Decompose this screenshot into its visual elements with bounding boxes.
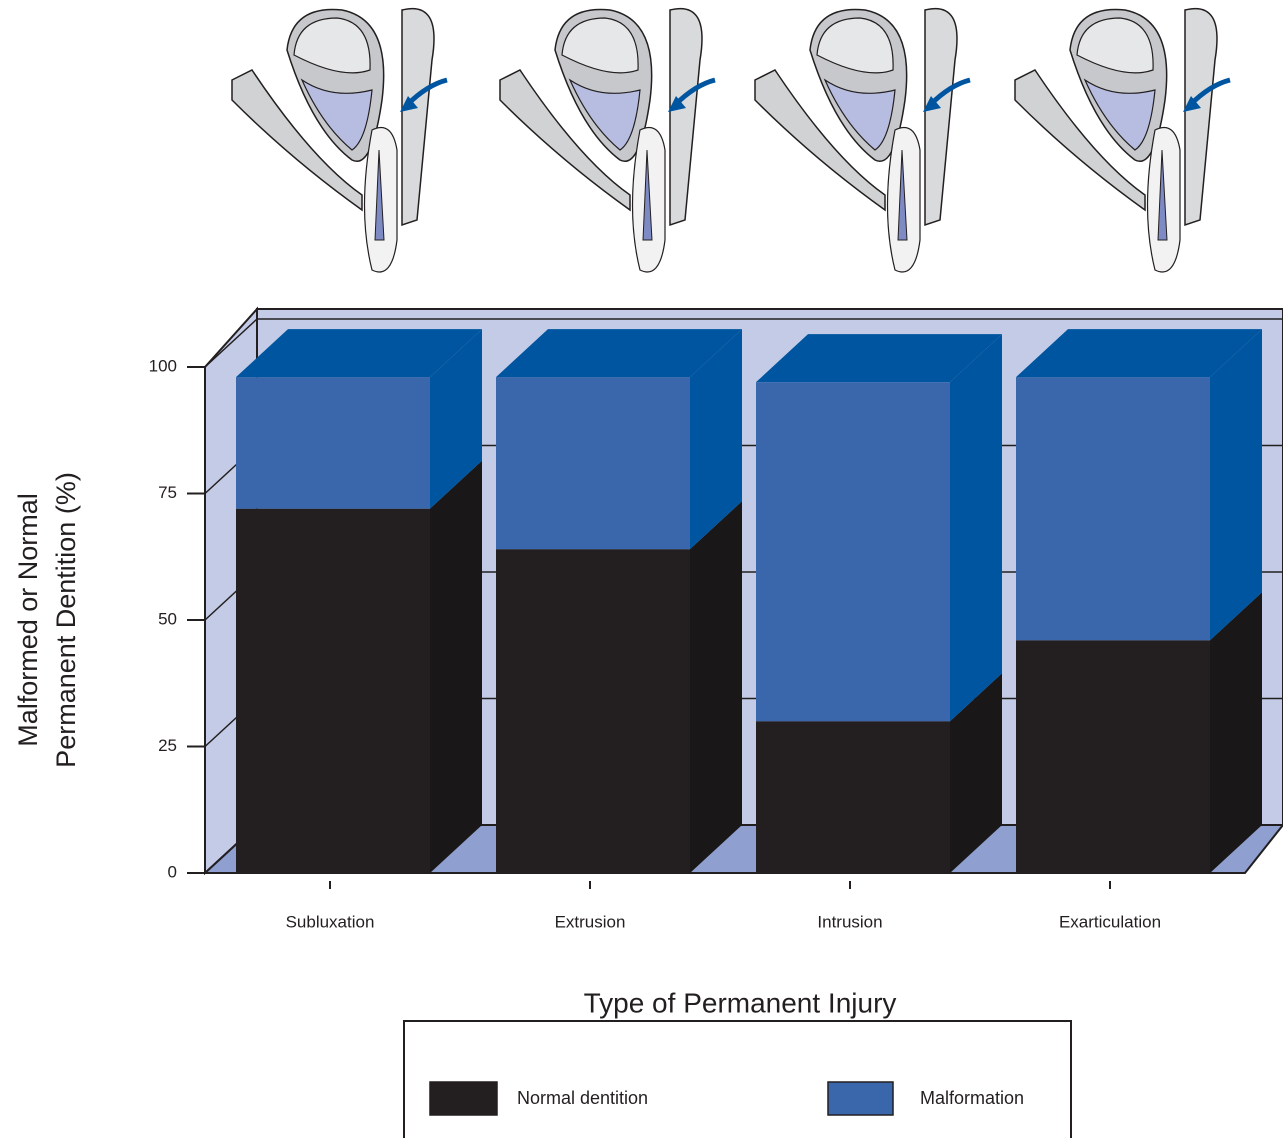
bar-side [690,501,742,873]
bar [1016,640,1210,873]
x-tick-label: Extrusion [555,912,626,931]
legend-swatch [827,1081,894,1116]
x-axis-label: Type of Permanent Injury [584,987,897,1018]
y-tick-label: 50 [158,609,177,628]
legend-label: Malformation [920,1088,1024,1108]
bar-top [1016,329,1262,378]
bar-side [1210,592,1262,873]
tooth-illustration [755,9,970,272]
tooth-illustration [1015,9,1230,272]
bar-side [430,460,482,873]
y-axis-label: Permanent Dentition (%) [51,472,81,768]
bar-top [496,329,742,378]
x-tick-label: Subluxation [286,912,375,931]
y-tick-label: 75 [158,483,177,502]
legend [403,1020,1072,1138]
bar-side [690,329,742,550]
bar [756,721,950,873]
grid-line [204,318,258,368]
bar-top [756,334,1002,383]
y-tick-label: 100 [149,356,177,375]
y-tick-label: 0 [168,862,177,881]
legend-swatch [429,1081,498,1116]
x-tick-label: Intrusion [817,912,882,931]
bar [496,377,690,550]
bar [236,508,430,873]
bar [236,377,430,509]
x-tick-label: Exarticulation [1059,912,1161,931]
bar [496,549,690,873]
tooth-illustration [232,9,447,272]
tooth-illustration [500,9,715,272]
bar-side [950,673,1002,873]
y-axis-label: Malformed or Normal [13,493,43,747]
bar-side [950,334,1002,722]
bar-side [1210,329,1262,641]
legend-label: Normal dentition [517,1088,648,1108]
bar-top [236,329,482,378]
bar-side [430,329,482,509]
y-tick-label: 25 [158,736,177,755]
bar [1016,377,1210,641]
bar [756,382,950,722]
